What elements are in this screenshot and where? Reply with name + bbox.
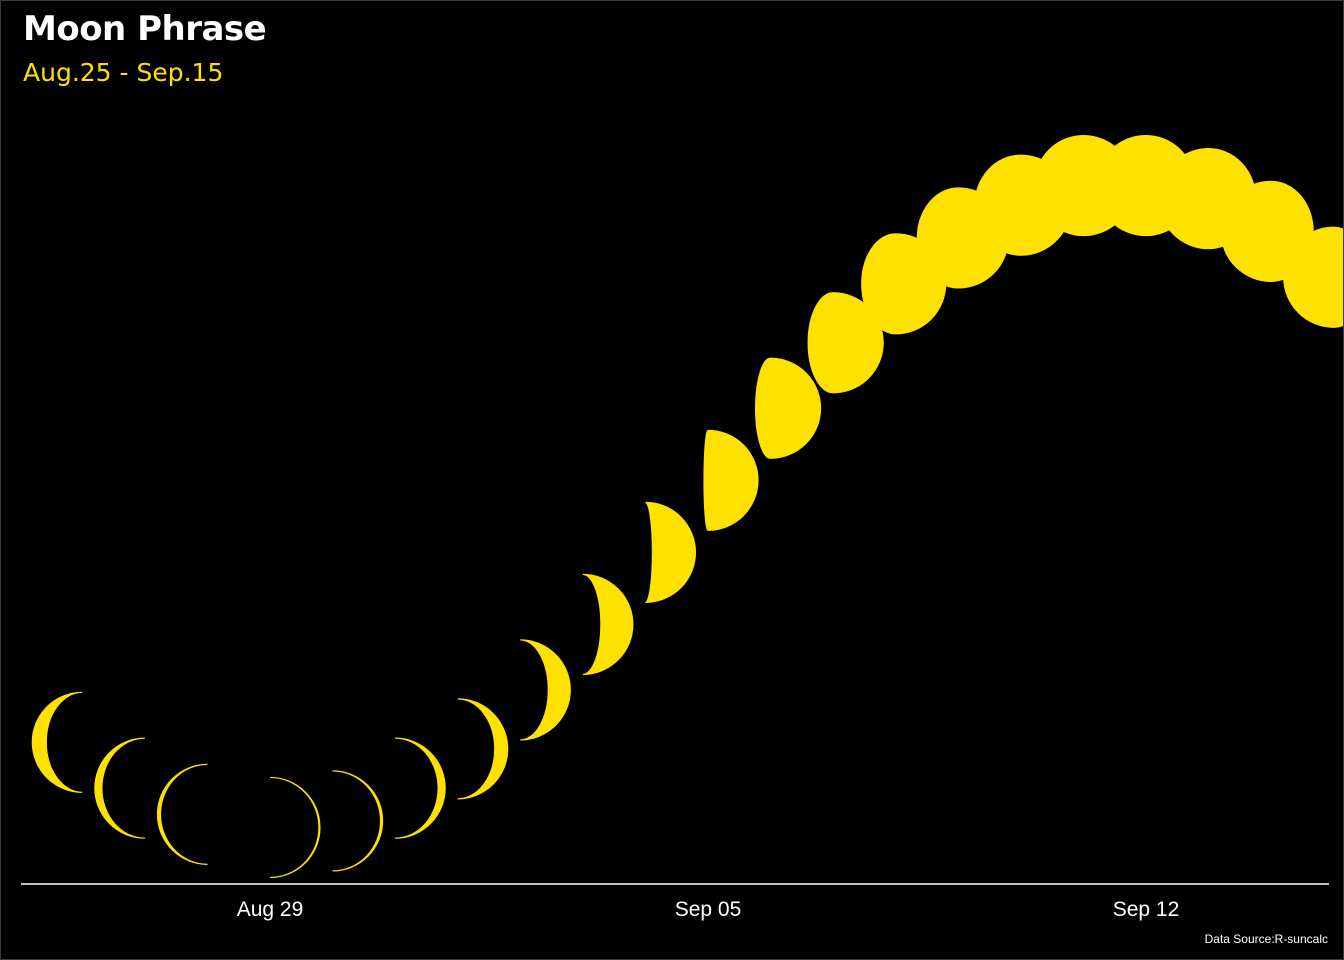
moon-phase-point [645,501,696,603]
data-source-caption: Data Source:R-suncalc [1204,932,1328,946]
moon-phase-point [156,763,208,865]
moon-phase-point [703,429,759,531]
moon-phase-point [582,573,634,675]
moon-series [31,134,1343,879]
x-tick-label: Sep 05 [675,898,742,921]
x-tick-label: Sep 12 [1113,898,1180,921]
x-axis-ticks: Aug 29 Sep 05 Sep 12 [237,898,1180,921]
moon-phase-point [520,639,571,741]
chart-title: Moon Phrase [23,9,267,49]
moon-phase-point [31,691,83,793]
moon-phase-point [332,770,384,872]
moon-phase-point [754,357,822,459]
chart-subtitle: Aug.25 - Sep.15 [23,58,224,87]
moon-phase-point [269,776,321,879]
moon-phase-point [94,737,145,839]
moon-phase-point [395,737,446,839]
moon-phase-point [1283,226,1343,328]
x-tick-label: Aug 29 [237,898,304,921]
moon-phase-point [457,698,509,800]
